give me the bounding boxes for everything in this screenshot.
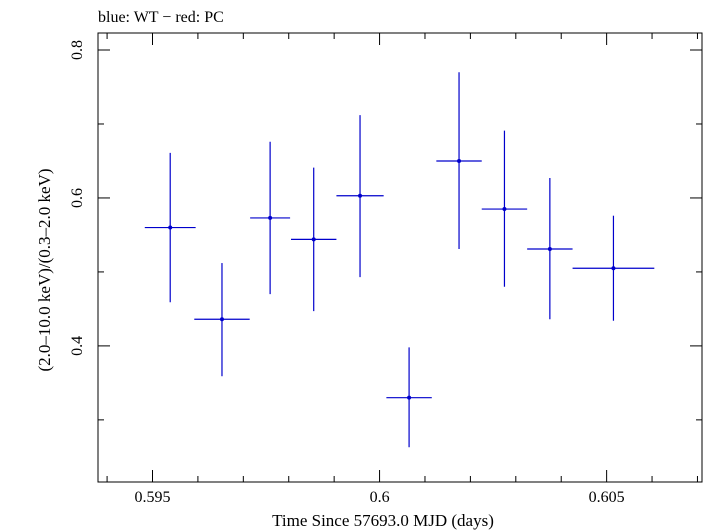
data-point	[144, 152, 196, 303]
x-tick-label: 0.595	[134, 489, 170, 506]
y-tick-label: 0.4	[69, 336, 86, 356]
data-point	[386, 347, 432, 448]
point-marker	[168, 225, 173, 230]
data-point	[527, 177, 573, 320]
data-point	[481, 130, 528, 287]
data-point	[436, 72, 482, 249]
data-point	[291, 167, 337, 312]
chart-title: blue: WT − red: PC	[98, 9, 224, 26]
x-tick-label: 0.6	[370, 489, 390, 506]
data-marks	[144, 72, 655, 448]
plot-frame	[97, 32, 703, 483]
data-point	[336, 115, 384, 278]
data-point	[194, 263, 250, 377]
point-marker	[311, 237, 316, 242]
y-axis-label: (2.0–10.0 keV)/(0.3–2.0 keV)	[35, 168, 54, 371]
point-marker	[219, 317, 224, 322]
x-tick-label: 0.605	[589, 489, 625, 506]
axis-ticks	[98, 33, 702, 482]
y-tick-label: 0.8	[69, 40, 86, 60]
data-point	[572, 215, 655, 321]
point-marker	[358, 193, 363, 198]
point-marker	[502, 207, 507, 212]
y-tick-label: 0.6	[69, 188, 86, 208]
x-axis-label: Time Since 57693.0 MJD (days)	[272, 511, 494, 530]
axis-tick-labels: 0.595 0.6 0.605 0.4 0.6 0.8	[69, 40, 625, 506]
point-marker	[407, 395, 412, 400]
point-marker	[611, 266, 616, 271]
point-marker	[547, 246, 552, 251]
point-marker	[457, 158, 462, 163]
point-marker	[268, 215, 273, 220]
data-point	[250, 141, 291, 295]
